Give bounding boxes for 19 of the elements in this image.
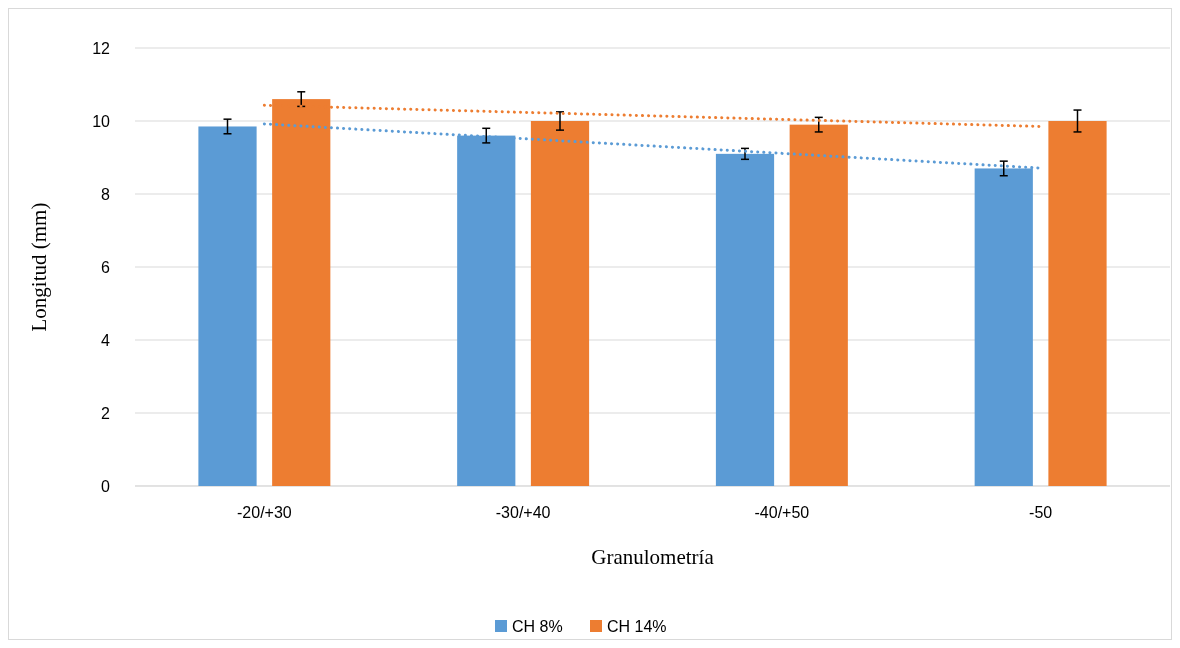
bar	[1048, 121, 1107, 486]
y-tick-label: 2	[101, 404, 111, 422]
bar	[198, 126, 257, 486]
y-tick-label: 0	[101, 477, 111, 495]
x-tick-label: -30/+40	[495, 504, 551, 521]
y-tick-label: 8	[101, 185, 111, 203]
bar	[789, 124, 848, 486]
x-tick-label: -50	[1029, 504, 1053, 521]
legend-label: CH 14%	[607, 617, 667, 635]
bar	[530, 121, 590, 486]
y-axis-title: Longitud (mm)	[27, 202, 51, 332]
x-tick-label: -20/+30	[237, 504, 292, 521]
y-tick-label: 4	[101, 331, 111, 349]
legend-label: CH 8%	[512, 617, 563, 635]
x-axis-title: Granulometría	[591, 545, 715, 569]
y-tick-label: 10	[92, 112, 111, 130]
x-tick-label: -40/+50	[754, 504, 810, 521]
y-tick-label: 12	[92, 39, 111, 57]
y-tick-label: 6	[101, 258, 111, 276]
